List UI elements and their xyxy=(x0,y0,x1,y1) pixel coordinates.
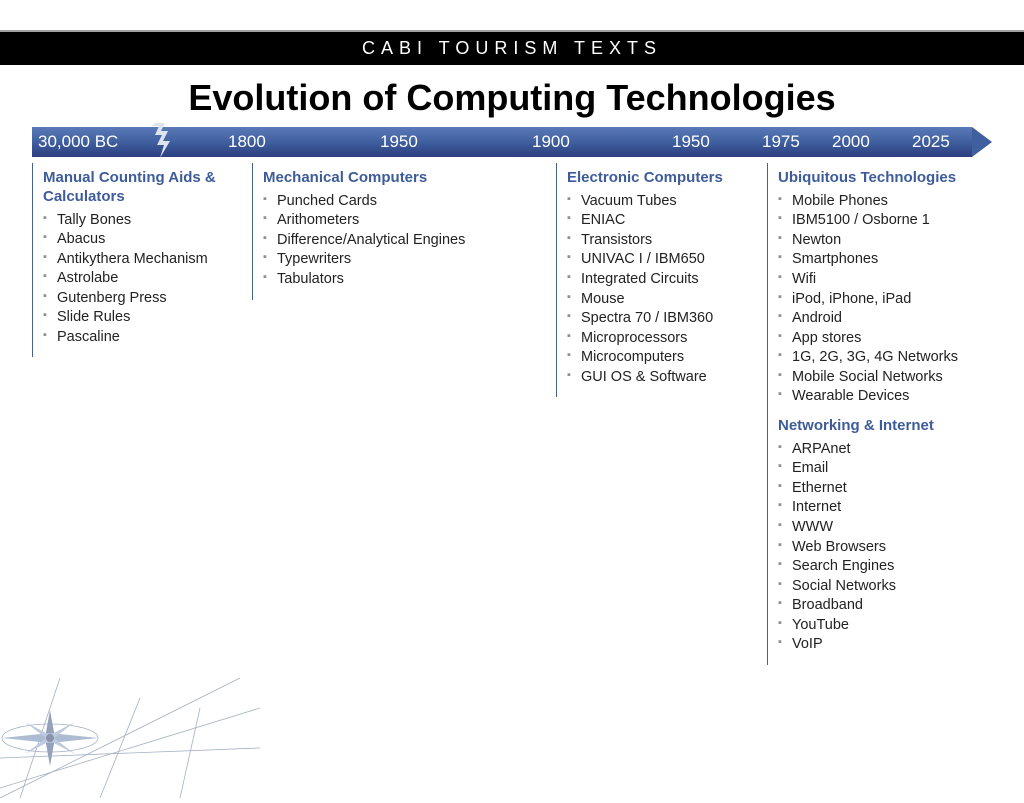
list-item: Web Browsers xyxy=(778,538,984,558)
column-list: Mobile PhonesIBM5100 / Osborne 1NewtonSm… xyxy=(778,192,984,407)
list-item: Punched Cards xyxy=(263,192,519,212)
list-item: Email xyxy=(778,459,984,479)
list-item: Wearable Devices xyxy=(778,387,984,407)
list-item: Slide Rules xyxy=(43,308,239,328)
timeline: 30,000 BC 1800 1950 1900 1950 1975 2000 2025 xyxy=(32,127,992,157)
column-list: Tally BonesAbacusAntikythera MechanismAs… xyxy=(43,211,239,348)
list-item: Tally Bones xyxy=(43,211,239,231)
list-item: Wifi xyxy=(778,270,984,290)
compass-decoration-icon xyxy=(0,618,260,798)
list-item: Microcomputers xyxy=(567,348,738,368)
timeline-label: 1950 xyxy=(672,127,710,157)
list-item: Integrated Circuits xyxy=(567,270,738,290)
list-item: Antikythera Mechanism xyxy=(43,250,239,270)
timeline-label: 30,000 BC xyxy=(38,127,118,157)
column-title: Ubiquitous Technologies xyxy=(778,169,984,188)
list-item: Abacus xyxy=(43,230,239,250)
list-item: UNIVAC I / IBM650 xyxy=(567,250,738,270)
list-item: GUI OS & Software xyxy=(567,368,738,388)
column-list: ARPAnetEmailEthernetInternetWWWWeb Brows… xyxy=(778,440,984,655)
list-item: iPod, iPhone, iPad xyxy=(778,290,984,310)
list-item: Mobile Social Networks xyxy=(778,368,984,388)
timeline-label: 2025 xyxy=(912,127,950,157)
column-title: Electronic Computers xyxy=(567,169,738,188)
column-list: Punched CardsArithometersDifference/Anal… xyxy=(263,192,519,290)
timeline-break-icon xyxy=(152,123,170,161)
column-title: Manual Counting Aids & Calculators xyxy=(43,169,239,207)
list-item: App stores xyxy=(778,329,984,349)
list-item: Gutenberg Press xyxy=(43,289,239,309)
column-list: Vacuum TubesENIACTransistorsUNIVAC I / I… xyxy=(567,192,738,388)
list-item: Vacuum Tubes xyxy=(567,192,738,212)
list-item: Search Engines xyxy=(778,557,984,577)
list-item: Difference/Analytical Engines xyxy=(263,231,519,251)
timeline-label: 1800 xyxy=(228,127,266,157)
list-item: Pascaline xyxy=(43,328,239,348)
list-item: Broadband xyxy=(778,596,984,616)
list-item: Android xyxy=(778,309,984,329)
list-item: Mouse xyxy=(567,290,738,310)
page-title: Evolution of Computing Technologies xyxy=(0,65,1024,127)
list-item: VoIP xyxy=(778,635,984,655)
list-item: Tabulators xyxy=(263,270,519,290)
list-item: IBM5100 / Osborne 1 xyxy=(778,211,984,231)
list-item: Social Networks xyxy=(778,577,984,597)
timeline-label: 1900 xyxy=(532,127,570,157)
list-item: ARPAnet xyxy=(778,440,984,460)
column: Manual Counting Aids & Calculators Tally … xyxy=(32,163,247,357)
timeline-label: 1975 xyxy=(762,127,800,157)
column: Ubiquitous Technologies Mobile PhonesIBM5… xyxy=(767,163,992,665)
list-item: ENIAC xyxy=(567,211,738,231)
list-item: Astrolabe xyxy=(43,269,239,289)
list-item: Mobile Phones xyxy=(778,192,984,212)
column: Electronic Computers Vacuum TubesENIACTra… xyxy=(556,163,746,397)
header-bar: CABI TOURISM TEXTS xyxy=(0,32,1024,65)
list-item: 1G, 2G, 3G, 4G Networks xyxy=(778,348,984,368)
list-item: Microprocessors xyxy=(567,329,738,349)
list-item: Spectra 70 / IBM360 xyxy=(567,309,738,329)
list-item: Arithometers xyxy=(263,211,519,231)
list-item: Typewriters xyxy=(263,250,519,270)
list-item: Internet xyxy=(778,498,984,518)
timeline-arrow-icon xyxy=(972,127,992,157)
timeline-label: 1950 xyxy=(380,127,418,157)
timeline-bar xyxy=(32,127,972,157)
list-item: YouTube xyxy=(778,616,984,636)
list-item: WWW xyxy=(778,518,984,538)
column-title: Mechanical Computers xyxy=(263,169,519,188)
brand-text: CABI TOURISM TEXTS xyxy=(362,38,662,58)
timeline-label: 2000 xyxy=(832,127,870,157)
list-item: Smartphones xyxy=(778,250,984,270)
column: Mechanical Computers Punched CardsArithom… xyxy=(252,163,527,300)
column-title: Networking & Internet xyxy=(778,417,984,436)
list-item: Transistors xyxy=(567,231,738,251)
list-item: Ethernet xyxy=(778,479,984,499)
list-item: Newton xyxy=(778,231,984,251)
